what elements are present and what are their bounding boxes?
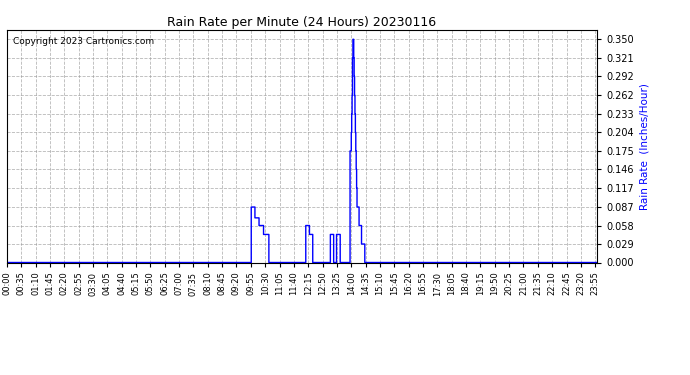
Y-axis label: Rain Rate  (Inches/Hour): Rain Rate (Inches/Hour) xyxy=(639,83,649,210)
Title: Rain Rate per Minute (24 Hours) 20230116: Rain Rate per Minute (24 Hours) 20230116 xyxy=(167,16,437,29)
Text: Copyright 2023 Cartronics.com: Copyright 2023 Cartronics.com xyxy=(13,37,154,46)
